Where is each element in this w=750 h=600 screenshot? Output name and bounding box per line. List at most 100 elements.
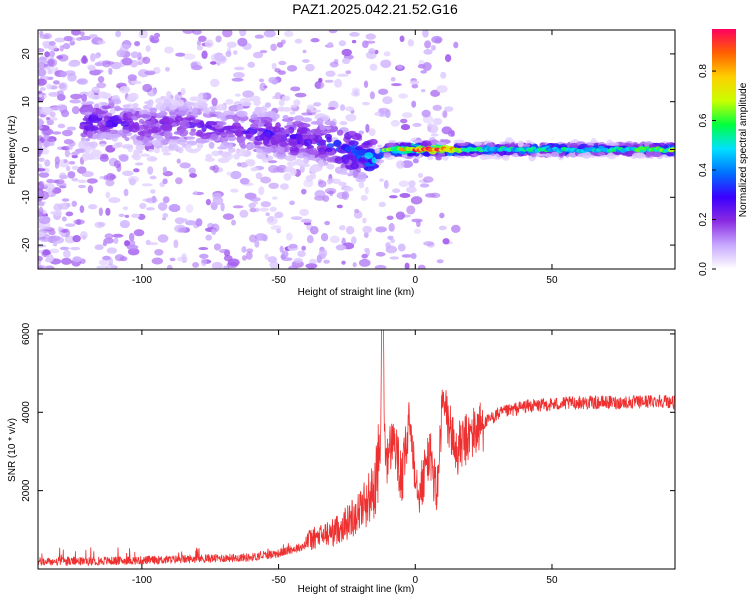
heatmap-speckle <box>102 255 111 261</box>
heatmap-speckle <box>268 182 279 189</box>
heatmap-speckle <box>46 83 53 90</box>
heatmap-speckle <box>97 40 106 45</box>
heatmap-blob <box>309 166 319 173</box>
heatmap-blob <box>286 161 296 167</box>
heatmap-speckle <box>114 254 125 262</box>
heatmap-speckle <box>430 192 441 199</box>
heatmap-speckle <box>38 265 43 269</box>
heatmap-speckle <box>386 215 394 220</box>
heatmap-speckle <box>56 93 66 101</box>
heatmap-speckle <box>408 180 416 188</box>
heatmap-blob <box>188 117 195 121</box>
heatmap-speckle <box>444 54 452 63</box>
heatmap-speckle <box>364 186 369 195</box>
heatmap-blob <box>146 100 153 109</box>
heatmap-blob <box>98 91 108 99</box>
heatmap-blob <box>278 99 285 107</box>
heatmap-blob <box>382 152 392 158</box>
heatmap-speckle <box>67 171 76 179</box>
x-tick-label: -50 <box>271 275 286 286</box>
heatmap-speckle <box>211 228 217 235</box>
heatmap-speckle <box>209 61 217 65</box>
heatmap-blob <box>161 145 170 154</box>
heatmap-speckle <box>309 258 317 265</box>
heatmap-speckle <box>168 204 181 213</box>
heatmap-speckle <box>48 91 60 97</box>
heatmap-speckle <box>81 93 88 103</box>
heatmap-speckle <box>274 211 284 219</box>
heatmap-speckle <box>369 63 378 71</box>
heatmap-speckle <box>258 186 265 196</box>
heatmap-blob <box>85 138 91 142</box>
heatmap-speckle <box>411 218 423 223</box>
heatmap-speckle <box>63 159 68 164</box>
heatmap-speckle <box>390 238 396 244</box>
heatmap-speckle <box>104 233 114 240</box>
heatmap-speckle <box>205 198 212 206</box>
heatmap-blob <box>126 111 133 118</box>
heatmap-blob <box>348 140 359 147</box>
heatmap-speckle <box>225 99 234 105</box>
heatmap-speckle <box>259 50 268 54</box>
heatmap-blob <box>200 139 210 143</box>
heatmap-speckle <box>378 88 389 95</box>
heatmap-blob <box>325 147 333 153</box>
heatmap-speckle <box>122 206 129 211</box>
heatmap-speckle <box>185 204 194 213</box>
heatmap-blob <box>358 130 365 135</box>
heatmap-speckle <box>108 67 113 75</box>
heatmap-blob <box>436 141 447 146</box>
heatmap-speckle <box>301 188 307 195</box>
heatmap-speckle <box>44 182 56 192</box>
heatmap-blob <box>360 194 368 202</box>
heatmap-blob <box>374 147 381 154</box>
heatmap-speckle <box>345 70 352 75</box>
heatmap-blob <box>163 131 173 139</box>
heatmap-speckle <box>222 30 233 38</box>
heatmap-blob <box>151 139 161 146</box>
colorbar-tick-label: 0.0 <box>698 262 709 276</box>
heatmap-speckle <box>105 179 115 187</box>
heatmap-speckle <box>70 93 83 100</box>
x-tick-label: 50 <box>546 275 558 286</box>
heatmap-speckle <box>389 256 400 260</box>
heatmap-speckle <box>401 254 413 258</box>
heatmap-speckle <box>192 262 200 268</box>
y-tick-label: 6000 <box>21 322 32 345</box>
heatmap-speckle <box>38 157 45 162</box>
snr-series-line <box>38 330 675 567</box>
heatmap-speckle <box>335 244 347 251</box>
heatmap-speckle <box>113 237 119 245</box>
heatmap-speckle <box>398 180 409 188</box>
heatmap-speckle <box>352 262 357 268</box>
heatmap-speckle <box>121 57 133 66</box>
heatmap-speckle <box>198 246 209 251</box>
heatmap-blob <box>82 117 89 122</box>
heatmap-blob <box>186 101 195 106</box>
heatmap-blob <box>255 148 265 154</box>
heatmap-speckle <box>231 77 244 82</box>
heatmap-speckle <box>65 165 71 172</box>
heatmap-speckle <box>39 34 50 40</box>
heatmap-blob <box>334 166 343 174</box>
heatmap-blob <box>256 152 264 160</box>
heatmap-speckle <box>341 57 351 65</box>
colorbar-tick-label: 0.8 <box>698 64 709 78</box>
heatmap-speckle <box>293 257 303 264</box>
heatmap-blob <box>168 136 180 140</box>
heatmap-speckle <box>339 104 346 111</box>
heatmap-speckle <box>52 131 62 135</box>
heatmap-speckle <box>260 176 272 184</box>
heatmap-blob <box>275 146 285 153</box>
heatmap-speckle <box>151 257 164 265</box>
heatmap-speckle <box>345 226 355 235</box>
heatmap-speckle <box>412 122 422 127</box>
heatmap-speckle <box>66 126 77 131</box>
heatmap-blob <box>483 154 494 160</box>
heatmap-speckle <box>61 216 67 222</box>
heatmap-blob <box>314 135 323 144</box>
heatmap-speckle <box>175 52 186 57</box>
heatmap-speckle <box>144 70 156 75</box>
